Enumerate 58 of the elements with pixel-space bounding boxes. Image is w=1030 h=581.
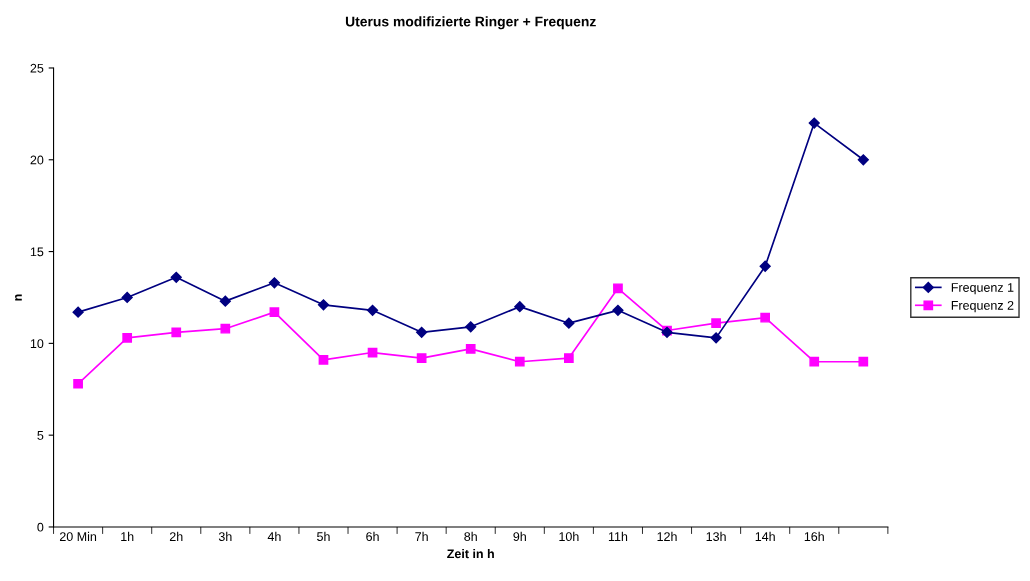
x-tick-label: 12h xyxy=(657,531,677,541)
point xyxy=(220,323,231,334)
y-tick-label: 25 xyxy=(30,63,44,73)
x-tick-label: 4h xyxy=(267,531,281,541)
x-tick-label: 5h xyxy=(317,531,330,542)
point xyxy=(268,277,281,289)
point xyxy=(514,301,526,313)
point xyxy=(72,306,84,318)
point xyxy=(317,299,330,311)
x-tick-label: 16h xyxy=(804,531,824,542)
point xyxy=(808,117,820,129)
point xyxy=(465,344,476,354)
x-tick-label: 20 Min xyxy=(59,531,97,542)
point xyxy=(710,332,722,344)
legend-label: Frequenz 1 xyxy=(951,283,1014,295)
x-axis-title: Zeit in h xyxy=(447,549,494,559)
x-tick-label: 13h xyxy=(706,531,726,542)
x-tick-label: 10h xyxy=(559,531,579,542)
x-tick-label: 2h xyxy=(169,531,183,541)
point xyxy=(171,327,182,338)
point xyxy=(612,304,624,316)
point xyxy=(416,353,427,363)
point xyxy=(416,326,428,338)
y-tick-label: 20 xyxy=(30,155,44,165)
point xyxy=(318,355,329,365)
point xyxy=(514,356,525,367)
x-tick-label: 1h xyxy=(121,531,134,541)
y-tick-label: 5 xyxy=(37,431,44,440)
point xyxy=(760,312,771,323)
x-tick-label: 3h xyxy=(218,531,232,542)
y-axis-title: n xyxy=(15,294,22,301)
point xyxy=(857,154,869,166)
point xyxy=(858,356,869,367)
legend-label: Frequenz 2 xyxy=(951,300,1014,313)
x-tick-label: 7h xyxy=(415,531,428,541)
x-tick-label: 14h xyxy=(755,531,775,541)
point xyxy=(73,378,83,389)
point xyxy=(613,283,623,294)
point xyxy=(809,356,820,367)
x-tick-label: 8h xyxy=(464,531,477,542)
y-tick-label: 0 xyxy=(37,522,44,532)
point xyxy=(219,295,231,307)
point xyxy=(564,353,574,363)
point xyxy=(269,307,280,318)
point xyxy=(759,260,771,272)
point xyxy=(465,321,477,333)
chart-title: Uterus modifizierte Ringer + Frequenz xyxy=(345,16,596,30)
x-tick-label: 9h xyxy=(513,531,526,542)
point xyxy=(122,333,133,343)
point xyxy=(563,317,575,329)
y-tick-label: 15 xyxy=(30,247,44,257)
point xyxy=(170,271,182,283)
y-tick-label: 10 xyxy=(30,339,44,349)
point xyxy=(366,304,379,316)
x-tick-label: 6h xyxy=(366,531,379,542)
x-tick-label: 11h xyxy=(608,531,628,541)
point xyxy=(711,318,721,329)
point xyxy=(121,291,133,304)
